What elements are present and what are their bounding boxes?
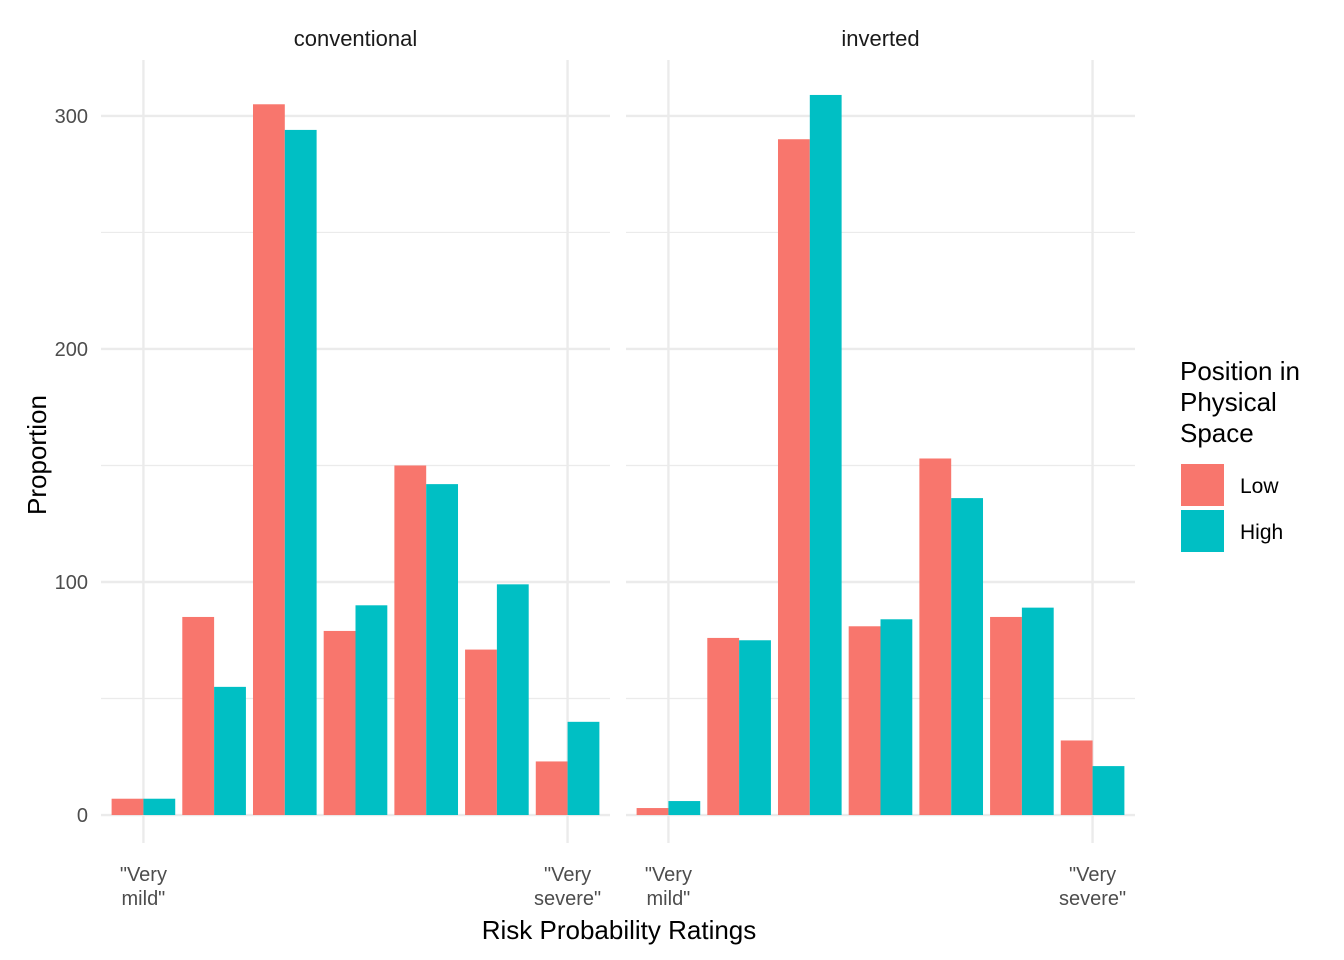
bar-low [111,798,144,816]
bar-low [323,630,356,816]
bar-high [809,94,842,816]
legend-key-low [1181,464,1224,506]
x-tick-label: mild" [122,888,166,910]
bar-low [1060,740,1093,816]
bar-high [214,686,246,816]
x-tick-label: "Very [1069,864,1116,886]
bar-low [394,465,427,816]
bar-low [182,616,215,816]
bar-low [990,616,1022,816]
bar-low [848,626,881,816]
bar-low [777,139,810,816]
y-axis-title: Proportion [22,395,52,515]
x-tick-label: "Very [645,864,692,886]
legend-title: Physical [1180,387,1277,417]
x-tick-label: severe" [534,888,601,910]
bar-high [143,798,176,816]
legend-key-high [1181,510,1224,552]
legend-label-high: High [1240,521,1283,544]
bar-low [252,104,285,816]
x-tick-label: mild" [647,888,691,910]
bar-low [919,458,952,816]
y-tick-label: 100 [55,572,88,594]
bar-high [496,584,529,816]
panel-strip-label: inverted [841,26,919,51]
x-tick-label: "Very [544,864,591,886]
legend-title: Space [1180,418,1254,448]
bar-high [284,129,317,816]
y-tick-label: 0 [77,805,88,827]
bar-high [426,484,459,816]
bar-low [465,649,497,816]
legend-label-low: Low [1240,475,1279,498]
y-tick-label: 300 [55,106,88,128]
x-tick-label: severe" [1059,888,1126,910]
y-tick-label: 200 [55,339,88,361]
bar-high [355,605,388,816]
bar-high [668,801,701,816]
bar-low [535,761,568,816]
legend-title: Position in [1180,356,1300,386]
text-layer: conventional"Verymild""Verysevere"invert… [55,26,1127,910]
bar-high [951,498,984,816]
x-axis-title: Risk Probability Ratings [482,915,757,945]
bar-high [567,721,600,816]
bar-high [1021,607,1054,816]
bar-low [636,808,669,816]
x-tick-label: "Very [120,864,167,886]
bar-low [707,637,740,816]
bars-layer [111,94,1125,816]
bar-high [880,619,913,816]
bar-high [1092,766,1125,816]
bar-high [739,640,771,816]
panel-strip-label: conventional [294,26,418,51]
